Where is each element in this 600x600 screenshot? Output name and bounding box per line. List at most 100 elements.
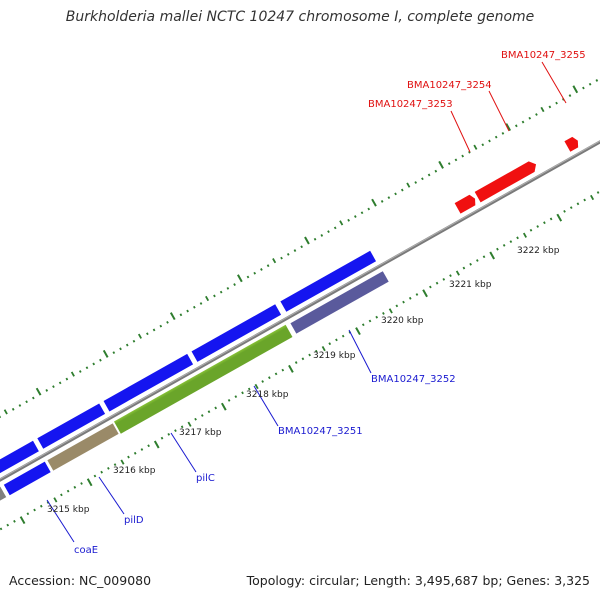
minor-tick [502,243,506,247]
minor-tick [92,362,96,366]
gene-label-BMA10247-3253[interactable]: BMA10247_3253 [368,99,453,110]
gene-label-BMA10247-3254[interactable]: BMA10247_3254 [407,80,492,91]
minor-tick [596,191,600,194]
minor-tick [213,294,216,298]
minor-tick [427,173,431,177]
minor-tick [52,385,55,389]
backbone-highlight [0,125,600,490]
minor-tick [347,218,350,222]
minor-tick [488,139,491,143]
genome-stats-text: Topology: circular; Length: 3,495,687 bp… [246,573,590,588]
gene-BMA10247-3255[interactable] [564,135,580,152]
minor-tick [80,482,83,485]
gene-pilC[interactable] [113,324,293,434]
minor-tick [590,194,595,201]
major-tick [489,251,496,260]
gene-BMA10247-3252[interactable] [290,271,389,334]
minor-tick [125,343,129,347]
minor-tick [247,387,251,391]
minor-tick [13,519,16,523]
minor-tick [536,225,540,228]
major-tick [371,198,377,207]
leader-line [253,385,279,427]
gene-forward[interactable] [280,250,377,312]
minor-tick [429,285,432,289]
minor-tick [180,425,184,429]
minor-tick [400,188,404,192]
minor-tick [113,463,117,467]
major-tick [505,123,512,132]
tick-label: 3220 kbp [381,316,424,326]
minor-tick [160,436,164,440]
minor-tick [321,346,326,352]
minor-tick [107,467,110,470]
minor-tick [333,226,337,230]
gene-BMA10247-3254[interactable] [474,159,539,203]
minor-tick [382,312,385,315]
minor-tick [219,290,223,294]
minor-tick [555,101,558,105]
outer-tick-track [0,79,599,419]
gene-label-BMA10247-3255[interactable]: BMA10247_3255 [501,50,586,61]
gene-pilD[interactable] [47,423,119,471]
major-tick [556,213,563,222]
minor-tick [548,105,552,109]
gene-coaE[interactable] [3,461,51,496]
minor-tick [455,270,460,276]
minor-tick [132,339,136,343]
gene-forward[interactable] [37,403,106,449]
gene-forward[interactable] [191,304,282,362]
leader-line [488,90,510,132]
minor-tick [261,380,264,383]
major-tick [572,85,579,94]
minor-tick [449,274,452,278]
minor-tick [408,296,412,300]
gene-forward[interactable] [0,440,39,475]
major-tick [220,402,227,411]
minor-tick [187,421,192,427]
major-tick [237,274,243,283]
minor-tick [469,262,472,266]
backbone-line [0,125,600,492]
minor-tick [272,258,277,264]
minor-tick [473,144,478,150]
minor-tick [58,381,62,385]
gene-label-pilD[interactable]: pilD [124,515,144,526]
gene-label-BMA10247-3251[interactable]: BMA10247_3251 [278,426,363,437]
minor-tick [583,198,586,202]
minor-tick [568,94,572,97]
gene-label-pilC[interactable]: pilC [196,473,215,484]
minor-tick [3,409,8,415]
minor-tick [266,264,270,268]
minor-tick [39,504,43,508]
minor-tick [549,217,553,221]
minor-tick [308,353,311,357]
minor-tick [461,154,464,158]
minor-tick [402,300,405,304]
gene-label-BMA10247-3252[interactable]: BMA10247_3252 [371,374,456,385]
minor-tick [100,470,103,474]
minor-tick [482,255,486,259]
gene-label-coaE[interactable]: coaE [74,545,98,556]
minor-tick [563,209,566,213]
accession-text: Accession: NC_009080 [9,573,152,588]
minor-tick [434,169,438,173]
minor-tick [152,328,156,332]
minor-tick [147,444,150,448]
minor-tick [93,474,97,478]
minor-tick [595,79,599,82]
minor-tick [65,377,69,381]
minor-tick [233,283,236,286]
major-tick [153,440,160,449]
minor-tick [313,237,317,241]
leader-line [46,499,75,543]
gene-forward[interactable] [103,353,194,412]
minor-tick [73,485,77,489]
minor-tick [360,211,364,215]
minor-tick [380,200,384,203]
gene-grey-partial[interactable] [0,486,7,506]
minor-tick [254,383,259,390]
gene-BMA10247-3253[interactable] [454,193,478,214]
minor-tick [137,333,142,339]
